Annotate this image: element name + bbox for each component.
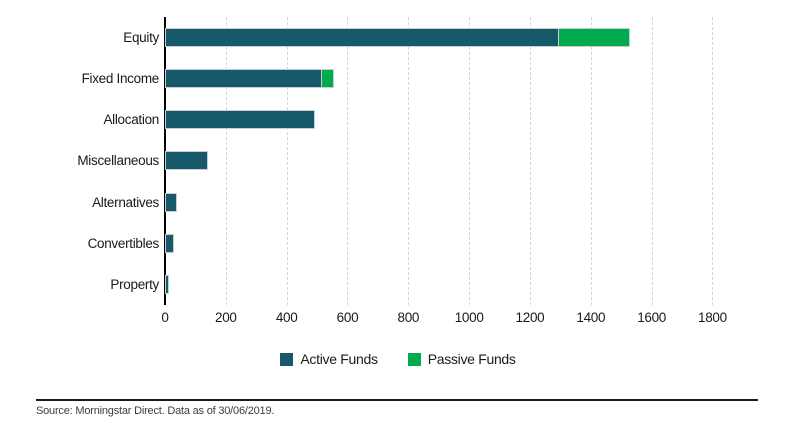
legend-item-passive-funds: Passive Funds xyxy=(407,351,516,367)
y-axis-line xyxy=(164,17,166,305)
gridline-1600 xyxy=(651,17,653,305)
bar-row-allocation xyxy=(165,99,790,140)
x-tick-label-0: 0 xyxy=(161,310,169,325)
bar-segment-active-funds xyxy=(166,111,314,129)
bar-row-miscellaneous xyxy=(165,140,790,181)
category-label-alternatives: Alternatives xyxy=(92,194,159,210)
legend-swatch-icon xyxy=(280,352,294,366)
bar-stack xyxy=(165,233,174,253)
legend: Active Funds Passive Funds xyxy=(0,351,796,367)
legend-swatch-icon xyxy=(407,352,421,366)
bar-segment-active-funds xyxy=(166,193,177,211)
category-label-convertibles: Convertibles xyxy=(87,235,160,251)
bar-segment-active-funds xyxy=(166,29,559,47)
x-tick-label-1200: 1200 xyxy=(515,310,545,325)
x-tick-label-1600: 1600 xyxy=(637,310,667,325)
category-label-fixed-income: Fixed Income xyxy=(81,71,160,87)
x-tick-label-600: 600 xyxy=(336,310,359,325)
x-tick-label-400: 400 xyxy=(275,310,298,325)
plot-area xyxy=(164,17,790,305)
bar-stack xyxy=(165,274,170,294)
bar-segment-active-funds xyxy=(166,275,169,293)
bar-segment-passive-funds xyxy=(321,70,333,88)
bar-row-property xyxy=(165,264,790,305)
category-label-property: Property xyxy=(110,276,159,292)
gridline-800 xyxy=(408,17,410,305)
x-tick-label-1800: 1800 xyxy=(698,310,727,325)
legend-label: Active Funds xyxy=(300,351,378,367)
gridline-1000 xyxy=(469,17,471,305)
x-tick-label-800: 800 xyxy=(397,310,420,325)
bar-stack xyxy=(165,69,334,89)
bar-stack xyxy=(165,151,209,171)
footer-divider xyxy=(36,399,758,401)
source-note: Source: Morningstar Direct. Data as of 3… xyxy=(36,405,275,417)
gridline-400 xyxy=(286,17,288,305)
gridline-1200 xyxy=(529,17,531,305)
gridline-1800 xyxy=(712,17,714,305)
bar-stack xyxy=(165,192,178,212)
bar-row-convertibles xyxy=(165,223,790,264)
bar-stack xyxy=(165,110,315,130)
category-label-equity: Equity xyxy=(123,30,159,46)
bar-segment-passive-funds xyxy=(558,29,630,47)
bar-row-alternatives xyxy=(165,182,790,223)
bar-segment-active-funds xyxy=(166,234,173,252)
legend-item-active-funds: Active Funds xyxy=(280,351,378,367)
x-tick-label-1000: 1000 xyxy=(454,310,484,325)
bar-stack xyxy=(165,28,631,48)
x-tick-label-200: 200 xyxy=(215,310,237,325)
bar-row-fixed-income xyxy=(165,58,790,99)
gridline-1400 xyxy=(590,17,592,305)
category-label-allocation: Allocation xyxy=(103,112,159,128)
bar-row-equity xyxy=(165,17,790,58)
gridline-200 xyxy=(225,17,227,305)
bar-segment-active-funds xyxy=(166,70,322,88)
gridline-600 xyxy=(347,17,349,305)
category-label-miscellaneous: Miscellaneous xyxy=(77,153,159,169)
bar-segment-active-funds xyxy=(166,152,208,170)
x-tick-label-1400: 1400 xyxy=(576,310,606,325)
legend-label: Passive Funds xyxy=(427,351,516,367)
